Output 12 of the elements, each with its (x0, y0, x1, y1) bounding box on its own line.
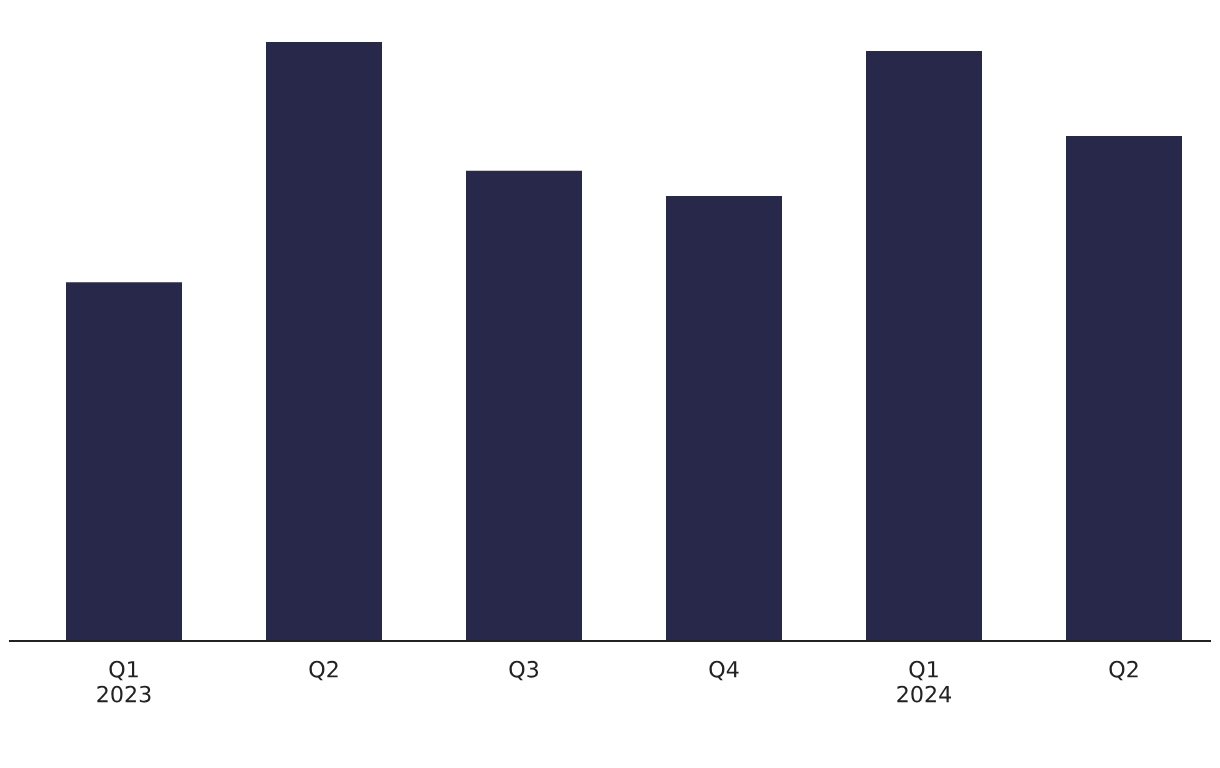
x-tick-label: Q1 2024 (897, 660, 952, 703)
x-tick-label: Q1 2023 (97, 660, 151, 703)
bar (66, 282, 182, 641)
x-tick-label: Q3 (509, 660, 539, 681)
x-tick-label: Q2 (309, 660, 338, 681)
x-tick-label: Q4 (709, 660, 739, 681)
bar (466, 170, 582, 641)
bar (266, 42, 382, 641)
bar (866, 50, 982, 641)
bar (1066, 136, 1182, 641)
bar (666, 195, 782, 641)
x-tick-label: Q2 (1109, 660, 1138, 681)
